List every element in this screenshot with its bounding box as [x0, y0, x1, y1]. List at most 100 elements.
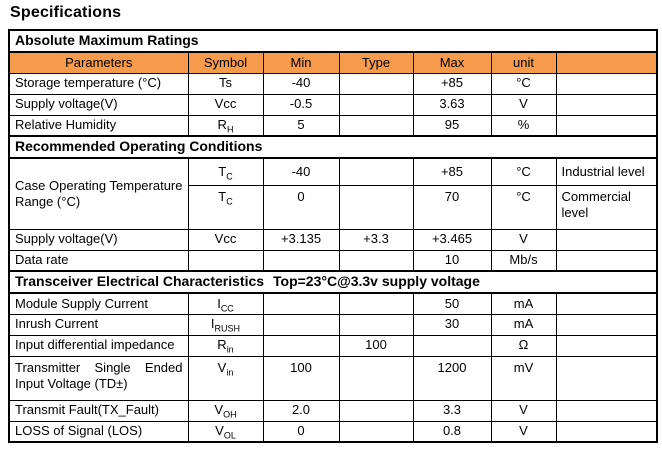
unit-cell: Mb/s	[490, 249, 557, 272]
table-row-transmit-fault: Transmit Fault(TX_Fault) VOH 2.0 3.3 V	[8, 399, 658, 422]
table-row-module-supply-current: Module Supply Current ICC 50 mA	[8, 292, 658, 315]
type-cell	[338, 420, 414, 443]
symbol-cell: RH	[187, 114, 264, 137]
min-cell: 2.0	[262, 399, 340, 422]
type-cell: +3.3	[338, 228, 414, 251]
max-cell: 1200	[412, 355, 492, 401]
min-cell: 5	[262, 114, 340, 137]
table-row-storage-temperature: Storage temperature (°C) Ts -40 +85 °C	[8, 72, 658, 95]
symbol-cell: ICC	[187, 292, 264, 315]
min-cell	[262, 292, 340, 315]
table-row-input-differential-impedance: Input differential impedance Rin 100 Ω	[8, 334, 658, 357]
unit-cell: %	[490, 114, 557, 137]
unit-cell: mA	[490, 292, 557, 315]
type-cell	[338, 399, 414, 422]
symbol-cell: TC	[187, 184, 264, 230]
table-row-transmitter-input-voltage: Transmitter Single Ended Input Voltage (…	[8, 355, 658, 401]
section-title: Absolute Maximum Ratings	[8, 29, 658, 53]
min-cell: 100	[262, 355, 340, 401]
section-title: Transceiver Electrical Characteristics	[15, 273, 265, 290]
max-cell: 50	[412, 292, 492, 315]
unit-cell: °C	[490, 157, 557, 186]
max-cell: 3.63	[412, 93, 492, 116]
param-cell: Case Operating Temperature Range (°C)	[8, 157, 189, 230]
section-subtitle: Top=23°C@3.3v supply voltage	[273, 273, 480, 290]
table-row-inrush-current: Inrush Current IRUSH 30 mA	[8, 313, 658, 336]
type-cell	[338, 249, 414, 272]
param-cell: Supply voltage(V)	[8, 228, 189, 251]
note-cell: Industrial level	[555, 157, 658, 186]
note-cell	[555, 292, 658, 315]
type-cell	[338, 114, 414, 137]
max-cell: 30	[412, 313, 492, 336]
max-cell: +85	[412, 157, 492, 186]
type-cell: 100	[338, 334, 414, 357]
unit-cell: Ω	[490, 334, 557, 357]
table-row-supply-voltage-rec: Supply voltage(V) Vcc +3.135 +3.3 +3.465…	[8, 228, 658, 251]
symbol-cell: Vcc	[187, 93, 264, 116]
param-cell: Data rate	[8, 249, 189, 272]
note-cell	[555, 249, 658, 272]
param-cell: Transmitter Single Ended Input Voltage (…	[8, 355, 189, 401]
max-cell: +85	[412, 72, 492, 95]
type-cell	[338, 157, 414, 186]
type-cell	[338, 93, 414, 116]
symbol-cell: VOH	[187, 399, 264, 422]
max-cell: +3.465	[412, 228, 492, 251]
table-row-case-temp-commercial: TC 0 70 °C Commercial level	[9, 184, 658, 230]
page-title: Specifications	[10, 4, 122, 21]
note-cell	[555, 355, 658, 401]
column-header-symbol: Symbol	[187, 51, 264, 74]
unit-cell: mV	[490, 355, 557, 401]
symbol-cell: TC	[187, 157, 264, 186]
unit-cell: V	[490, 399, 557, 422]
min-cell: -40	[262, 157, 340, 186]
note-cell	[555, 334, 658, 357]
param-cell: Input differential impedance	[8, 334, 189, 357]
unit-cell: V	[490, 93, 557, 116]
type-cell	[338, 313, 414, 336]
column-header-row: Parameters Symbol Min Type Max unit	[8, 51, 658, 74]
param-cell: Supply voltage(V)	[8, 93, 189, 116]
min-cell: 0	[262, 184, 340, 230]
unit-cell: mA	[490, 313, 557, 336]
param-cell: Transmit Fault(TX_Fault)	[8, 399, 189, 422]
note-cell	[555, 420, 658, 443]
max-cell	[412, 334, 492, 357]
column-header-unit: unit	[490, 51, 557, 74]
symbol-cell: Vcc	[187, 228, 264, 251]
column-header-type: Type	[338, 51, 414, 74]
min-cell	[262, 313, 340, 336]
symbol-cell	[187, 249, 264, 272]
table-row-data-rate: Data rate 10 Mb/s	[8, 249, 658, 272]
param-cell: Module Supply Current	[8, 292, 189, 315]
table-row-loss-of-signal: LOSS of Signal (LOS) VOL 0 0.8 V	[8, 420, 658, 443]
note-cell	[555, 399, 658, 422]
symbol-cell: Rin	[187, 334, 264, 357]
table-row-relative-humidity: Relative Humidity RH 5 95 %	[8, 114, 658, 137]
specifications-table: Absolute Maximum Ratings Parameters Symb…	[8, 29, 659, 443]
symbol-cell: VOL	[187, 420, 264, 443]
max-cell: 10	[412, 249, 492, 272]
section-row-recommended-operating-conditions: Recommended Operating Conditions	[8, 135, 658, 159]
unit-cell: V	[490, 420, 557, 443]
note-cell: Commercial level	[555, 184, 658, 230]
note-cell	[555, 313, 658, 336]
min-cell: +3.135	[262, 228, 340, 251]
unit-cell: °C	[490, 72, 557, 95]
param-cell: LOSS of Signal (LOS)	[8, 420, 189, 443]
type-cell	[338, 292, 414, 315]
type-cell	[338, 184, 414, 230]
section-row-absolute-maximum-ratings: Absolute Maximum Ratings	[8, 29, 658, 53]
min-cell: -0.5	[262, 93, 340, 116]
max-cell: 70	[412, 184, 492, 230]
note-cell	[555, 93, 658, 116]
max-cell: 0.8	[412, 420, 492, 443]
note-cell	[555, 114, 658, 137]
min-cell: -40	[262, 72, 340, 95]
table-row-case-temp-industrial: Case Operating Temperature Range (°C) TC…	[8, 157, 658, 230]
section-row-transceiver-electrical-characteristics: Transceiver Electrical Characteristics To…	[8, 270, 658, 294]
min-cell	[262, 249, 340, 272]
param-cell: Inrush Current	[8, 313, 189, 336]
column-header-max: Max	[412, 51, 492, 74]
